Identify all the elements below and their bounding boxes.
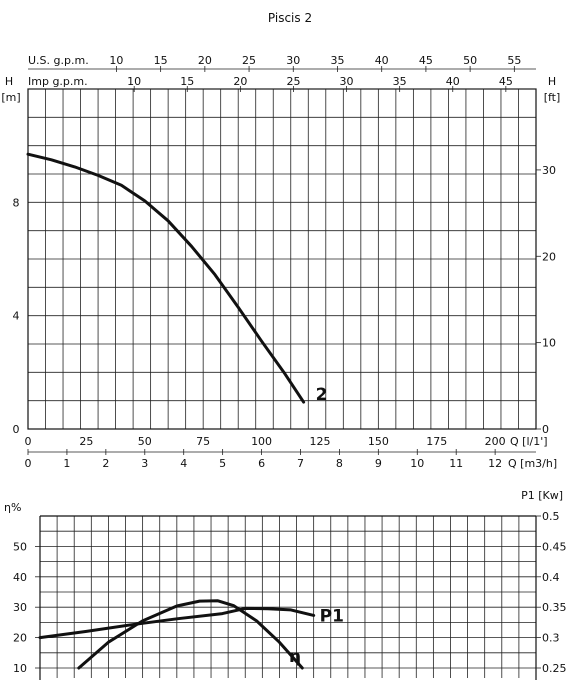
right-y-axis-title: H: [548, 75, 556, 88]
q-lmin-tick-label: 175: [426, 435, 447, 448]
power-tick-label: 0.25: [542, 662, 567, 675]
efficiency-tick-label: 30: [13, 601, 27, 614]
right-y-tick-label: 0: [542, 423, 549, 436]
power-tick-label: 0.45: [542, 540, 567, 553]
efficiency-power-panel: η% 10 20 30 40 50 P1 [Kw] 0.25 0.3 0.35 0.4 0.45 0.5…: [4, 489, 567, 680]
imp-gpm-axis-label: Imp g.p.m.: [28, 75, 88, 88]
q-m3h-tick-label: 12: [488, 457, 502, 470]
imp-gpm-tick-label: 45: [499, 75, 513, 88]
head-curve-2: [26, 152, 306, 404]
right-y-tick-label: 10: [542, 337, 556, 350]
us-gpm-tick-label: 15: [154, 54, 168, 67]
imp-gpm-tick-label: 10: [127, 75, 141, 88]
efficiency-tick-label: 20: [13, 632, 27, 645]
q-m3h-tick-label: 2: [102, 457, 109, 470]
imp-gpm-tick-label: 20: [233, 75, 247, 88]
q-m3h-tick-label: 8: [336, 457, 343, 470]
imp-gpm-tick-label: 25: [286, 75, 300, 88]
efficiency-tick-label: 40: [13, 571, 27, 584]
q-m3h-tick-label: 3: [141, 457, 148, 470]
q-m3h-tick-label: 4: [180, 457, 187, 470]
left-y-tick-label: 4: [13, 310, 20, 323]
left-y-tick-label: 0: [13, 423, 20, 436]
imp-gpm-tick-label: 40: [446, 75, 460, 88]
q-lmin-tick-label: 125: [309, 435, 330, 448]
power-tick-label: 0.3: [542, 632, 560, 645]
us-gpm-tick-label: 50: [463, 54, 477, 67]
q-m3h-tick-label: 0: [25, 457, 32, 470]
us-gpm-tick-label: 55: [507, 54, 521, 67]
q-lmin-tick-label: 0: [25, 435, 32, 448]
q-lmin-tick-label: 75: [196, 435, 210, 448]
us-gpm-tick-label: 30: [286, 54, 300, 67]
efficiency-curve-label: η: [289, 647, 301, 667]
imp-gpm-tick-label: 30: [340, 75, 354, 88]
left-y-axis-unit: [m]: [1, 91, 20, 104]
q-m3h-tick-label: 6: [258, 457, 265, 470]
us-gpm-tick-label: 35: [330, 54, 344, 67]
us-gpm-axis-label: U.S. g.p.m.: [28, 54, 89, 67]
us-gpm-tick-label: 25: [242, 54, 256, 67]
q-lmin-tick-label: 150: [368, 435, 389, 448]
q-m3h-tick-label: 10: [410, 457, 424, 470]
right-y-tick-label: 30: [542, 164, 556, 177]
power-curve-label: P1: [320, 606, 344, 626]
q-lmin-tick-label: 200: [485, 435, 506, 448]
q-m3h-tick-label: 7: [297, 457, 304, 470]
head-curve-panel: 10 15 20 25 30 35 40 45 50 55U.S. g.p.m.10 15 20 25 3…: [1, 54, 560, 470]
power-tick-label: 0.5: [542, 510, 560, 523]
power-curve: [38, 606, 316, 640]
us-gpm-tick-label: 40: [375, 54, 389, 67]
left-y-axis-title: H: [5, 75, 13, 88]
q-m3h-tick-label: 11: [449, 457, 463, 470]
chart-title: Piscis 2: [268, 11, 312, 25]
q-m3h-tick-label: 1: [63, 457, 70, 470]
q-lmin-tick-label: 100: [251, 435, 272, 448]
power-tick-label: 0.35: [542, 601, 567, 614]
q-m3h-tick-label: 5: [219, 457, 226, 470]
q-m3h-axis-label: Q [m3/h]: [508, 457, 557, 470]
imp-gpm-tick-label: 35: [393, 75, 407, 88]
q-lmin-axis-label: Q [l/1']: [510, 435, 548, 448]
right-y-axis-unit: [ft]: [544, 91, 561, 104]
q-lmin-tick-label: 25: [79, 435, 93, 448]
efficiency-curve: [77, 599, 304, 670]
efficiency-axis-label: η%: [4, 501, 21, 514]
imp-gpm-tick-label: 15: [180, 75, 194, 88]
us-gpm-tick-label: 10: [109, 54, 123, 67]
right-y-tick-label: 20: [542, 250, 556, 263]
us-gpm-tick-label: 45: [419, 54, 433, 67]
q-lmin-tick-label: 50: [138, 435, 152, 448]
power-tick-label: 0.4: [542, 571, 560, 584]
q-m3h-tick-label: 9: [375, 457, 382, 470]
curve-label-2: 2: [316, 385, 328, 405]
efficiency-tick-label: 10: [13, 662, 27, 675]
left-y-tick-label: 8: [13, 196, 20, 209]
power-axis-label: P1 [Kw]: [521, 489, 563, 502]
us-gpm-tick-label: 20: [198, 54, 212, 67]
efficiency-tick-label: 50: [13, 540, 27, 553]
